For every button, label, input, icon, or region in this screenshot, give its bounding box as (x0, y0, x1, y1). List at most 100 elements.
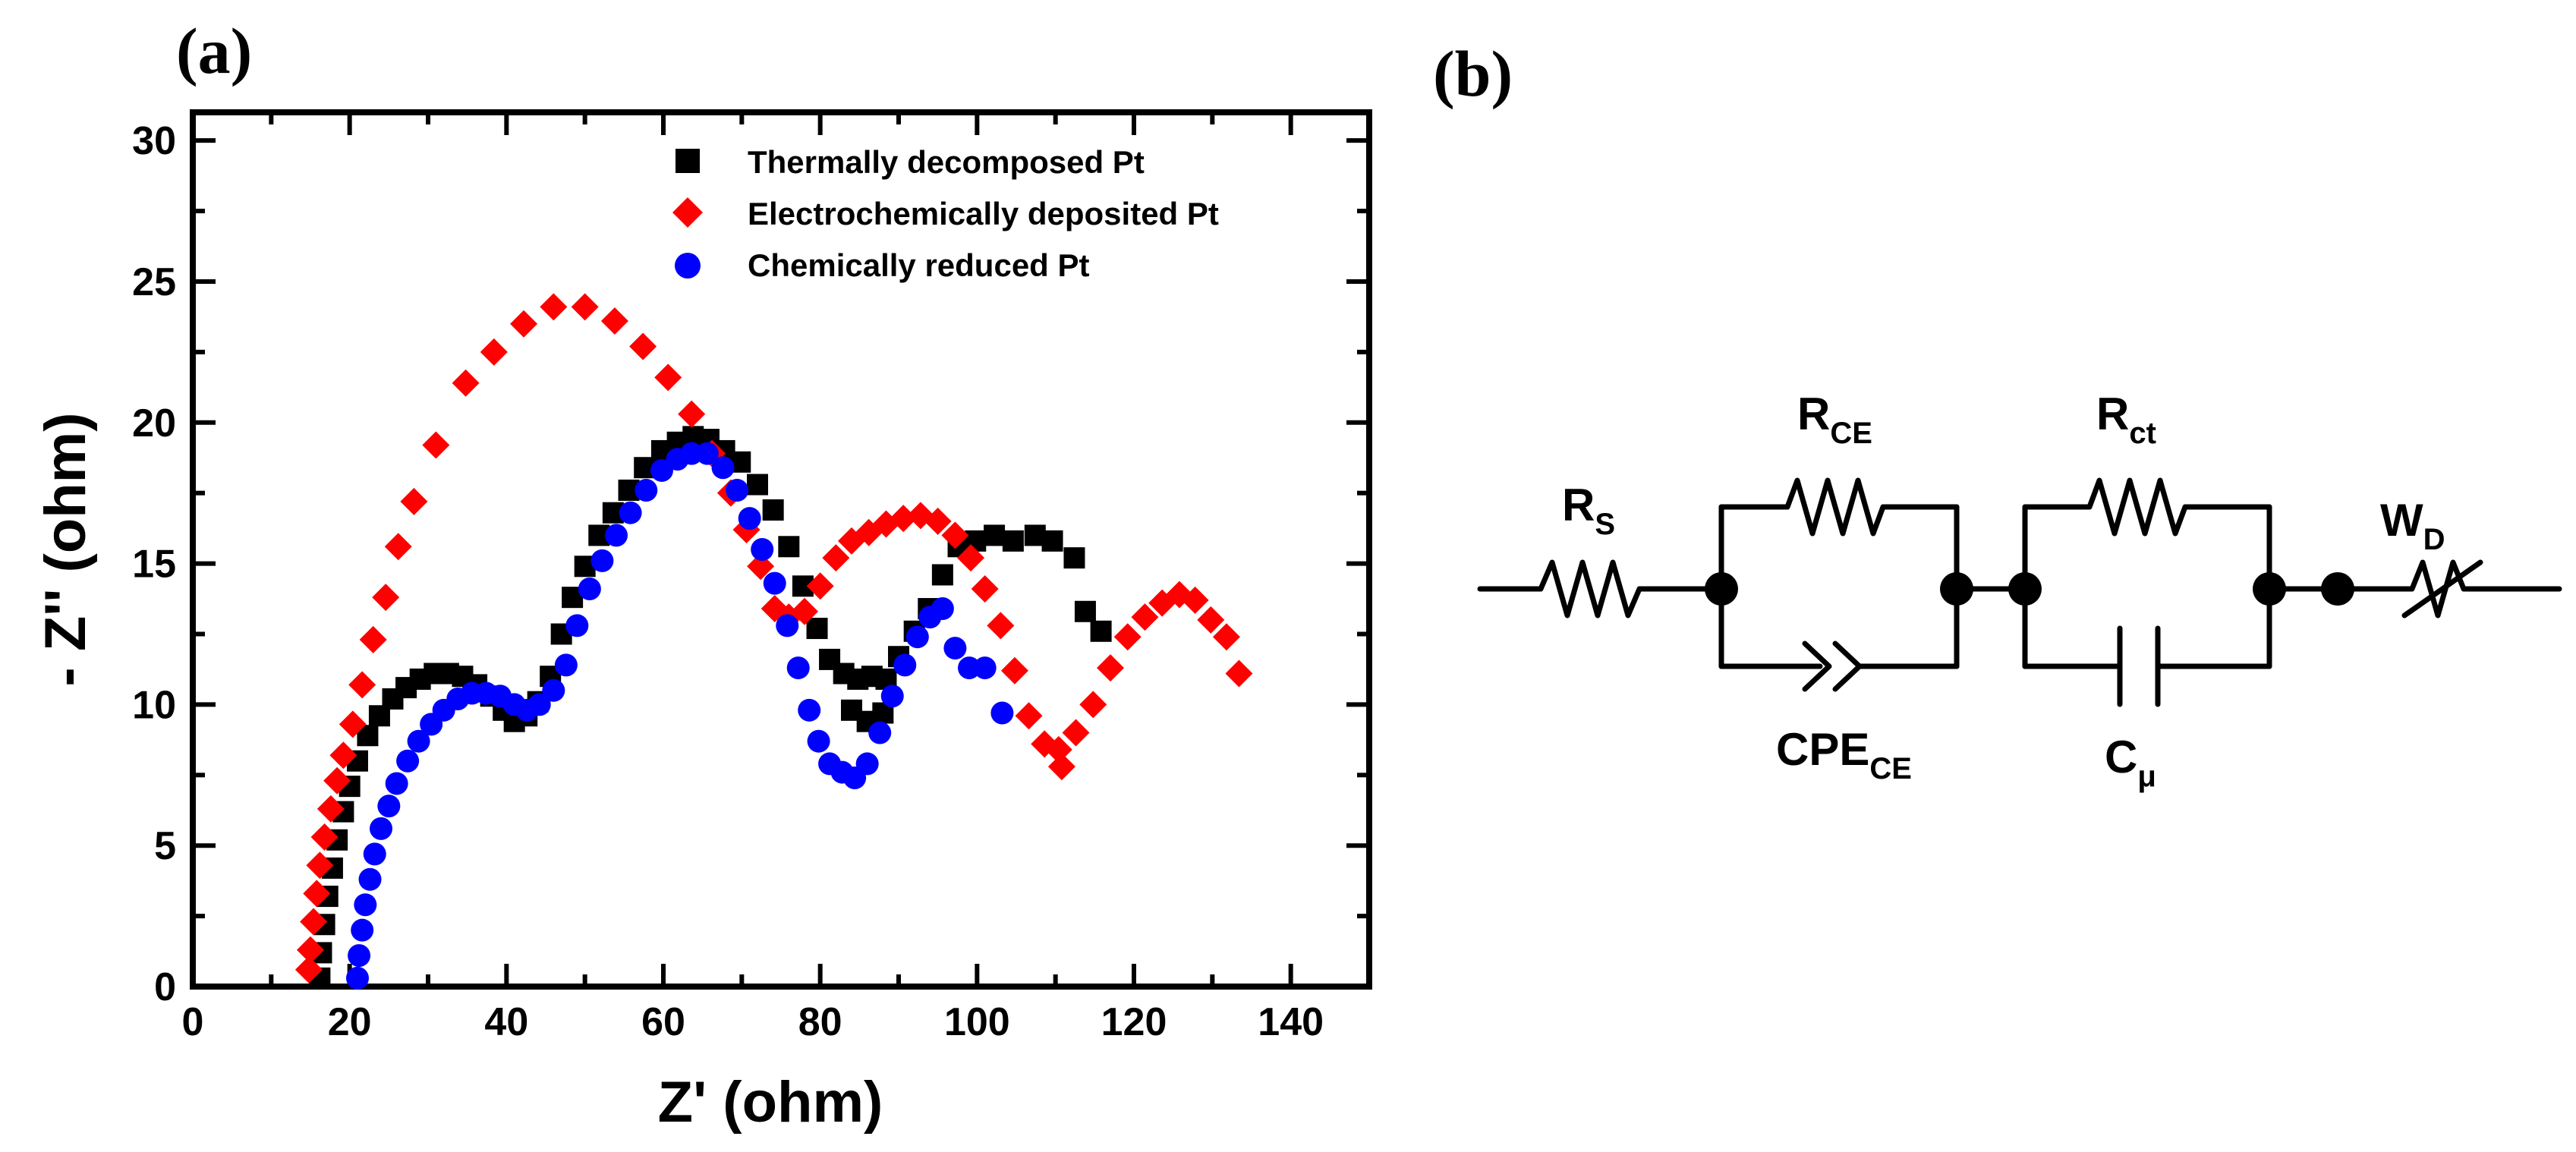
node-dot (2321, 572, 2354, 606)
data-point (654, 364, 682, 392)
data-point (359, 625, 387, 653)
y-tick-label: 15 (132, 543, 176, 587)
data-point (396, 749, 420, 773)
data-point (1181, 586, 1209, 614)
data-point (316, 795, 345, 823)
data-point (1041, 530, 1063, 552)
data-point (510, 310, 538, 338)
data-point (1212, 623, 1240, 651)
data-point (747, 474, 768, 496)
rct-resistor (2022, 477, 2272, 537)
data-point (480, 338, 508, 366)
wd-label: WD (2380, 495, 2445, 556)
data-point (300, 908, 328, 936)
data-point (855, 752, 879, 776)
data-point (738, 507, 761, 530)
data-point (351, 918, 374, 942)
data-point (893, 653, 917, 677)
data-point (377, 795, 401, 818)
data-point (578, 578, 601, 601)
data-point (726, 478, 749, 502)
data-point (943, 637, 967, 660)
x-tick-label: 20 (328, 1000, 372, 1044)
cmu-capacitor (2022, 625, 2272, 707)
cpe-element (1718, 641, 1960, 692)
block2-rails (2022, 504, 2272, 669)
data-point (571, 293, 599, 321)
x-tick-label: 60 (641, 1000, 685, 1044)
data-point (776, 614, 799, 637)
legend-marker-thermal (675, 149, 700, 173)
data-point (527, 693, 551, 716)
data-point (329, 741, 357, 770)
y-axis-title: - Z'' (ohm) (33, 412, 98, 686)
y-tick-label: 5 (154, 824, 176, 868)
data-point (542, 678, 565, 702)
data-point (1063, 547, 1085, 569)
rct-label: Rct (2096, 389, 2156, 450)
x-tick-label: 120 (1101, 1000, 1167, 1044)
block1-rails (1718, 504, 1960, 669)
data-point (370, 817, 392, 840)
data-point (422, 431, 450, 459)
legend-label-thermal: Thermally decomposed Pt (748, 144, 1145, 180)
legend-label-electro: Electrochemically deposited Pt (748, 196, 1219, 231)
data-point (905, 625, 929, 649)
node-dot (1940, 572, 1973, 606)
data-point (1002, 530, 1024, 552)
data-point (1225, 659, 1253, 688)
data-point (339, 710, 367, 738)
data-point (711, 456, 735, 480)
data-point (323, 766, 351, 795)
data-point (987, 612, 1015, 640)
data-point (984, 524, 1006, 546)
legend: Thermally decomposed Pt Electrochemicall… (672, 144, 1219, 283)
data-point (751, 538, 774, 561)
series-0 (309, 426, 1112, 989)
data-point (973, 656, 997, 680)
y-tick-label: 10 (132, 683, 176, 727)
rs-label: RS (1562, 480, 1615, 541)
data-point (1015, 702, 1043, 730)
axis-ticks: 0 20 40 60 80 100 120 140 0 5 10 15 20 25 30 (132, 112, 1371, 1044)
data-point (310, 823, 339, 851)
data-point (957, 544, 985, 572)
data-point (931, 597, 954, 621)
data-point (540, 293, 568, 321)
data-point (941, 521, 969, 549)
data-point (306, 851, 334, 880)
data-point (890, 505, 918, 533)
data-point (931, 564, 953, 586)
data-point (358, 867, 382, 891)
y-tick-label: 20 (132, 401, 176, 445)
series-2 (346, 442, 1014, 990)
data-point (1131, 603, 1159, 631)
data-point (806, 618, 828, 640)
rce-label: RCE (1797, 389, 1872, 450)
data-point (695, 442, 719, 465)
data-point (385, 772, 408, 795)
warburg-element (2266, 559, 2562, 618)
data-point (354, 893, 377, 917)
data-point (990, 701, 1014, 725)
data-point (554, 653, 578, 677)
cmu-label: Cμ (2105, 732, 2156, 793)
y-tick-label: 30 (132, 119, 176, 163)
data-point (600, 307, 628, 335)
data-point (363, 842, 386, 866)
x-tick-label: 140 (1258, 1000, 1324, 1044)
legend-marker-chemical (675, 253, 701, 279)
x-tick-label: 100 (944, 1000, 1010, 1044)
data-point (1097, 654, 1124, 682)
x-axis-title: Z' (ohm) (658, 1070, 883, 1135)
data-point (294, 955, 323, 984)
data-point (565, 614, 589, 637)
data-point (778, 536, 800, 558)
data-point (958, 656, 981, 680)
data-point (590, 549, 614, 572)
data-point (971, 575, 999, 603)
data-point (1000, 656, 1028, 685)
node-dot (2253, 572, 2286, 606)
